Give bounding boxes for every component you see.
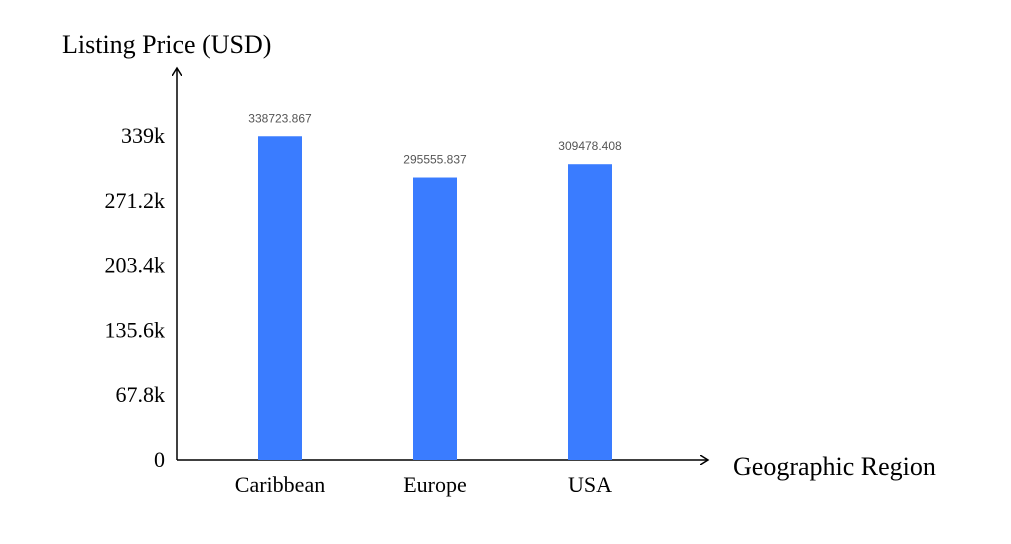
bar-value-label: 295555.837: [403, 153, 467, 167]
y-tick-label: 67.8k: [116, 382, 166, 407]
y-axis-title: Listing Price (USD): [62, 30, 271, 59]
y-tick-label: 0: [154, 447, 165, 472]
bar: [568, 164, 612, 460]
x-axis-title: Geographic Region: [733, 452, 936, 481]
y-tick-label: 203.4k: [105, 253, 166, 278]
bar-value-label: 309478.408: [558, 139, 622, 153]
bar-value-label: 338723.867: [248, 111, 312, 125]
x-tick-label: Caribbean: [235, 472, 325, 497]
bar: [413, 177, 457, 460]
bars: [258, 136, 612, 460]
y-tick-label: 339k: [121, 123, 165, 148]
x-tick-label: Europe: [403, 472, 467, 497]
y-tick-label: 135.6k: [105, 317, 166, 342]
y-tick-labels: 0 67.8k 135.6k 203.4k 271.2k 339k: [105, 123, 166, 472]
category-labels: Caribbean Europe USA: [235, 472, 612, 497]
bar: [258, 136, 302, 460]
data-labels: 338723.867 295555.837 309478.408: [248, 111, 622, 166]
x-tick-label: USA: [568, 472, 612, 497]
y-tick-label: 271.2k: [105, 188, 166, 213]
